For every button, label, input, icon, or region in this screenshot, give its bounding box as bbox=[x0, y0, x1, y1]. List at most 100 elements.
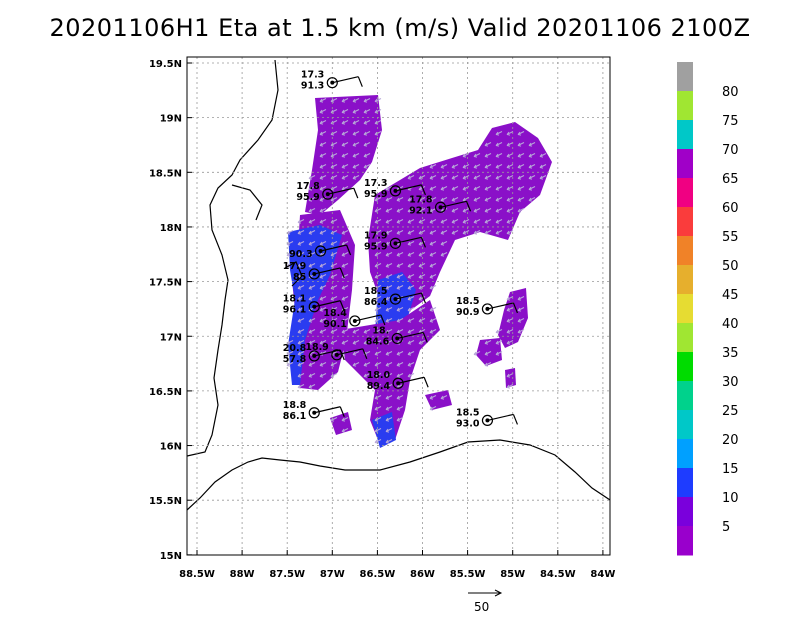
station-marker: 17.395.9 bbox=[364, 178, 426, 200]
station-marker: 17.995.9 bbox=[364, 230, 426, 252]
colorbar-label: 70 bbox=[722, 143, 739, 158]
station-marker: 18.586.4 bbox=[364, 286, 426, 308]
station-value-bottom: 89.4 bbox=[367, 381, 391, 392]
station-value-bottom: 57.8 bbox=[283, 354, 307, 365]
station-marker: 90.3 bbox=[289, 244, 352, 260]
station-value-top: 18.5 bbox=[456, 296, 479, 307]
station-marker: 18.196.1 bbox=[283, 294, 345, 316]
station-value-top: 17.8 bbox=[296, 181, 320, 192]
station-value-top: 18.5 bbox=[364, 286, 387, 297]
station-markers: 17.391.317.895.917.395.9 17.892.117.995.9… bbox=[283, 70, 519, 429]
wind-region-spot-c bbox=[330, 412, 352, 435]
station-marker: 17.895.9 bbox=[296, 181, 359, 203]
station-marker: 17.985 bbox=[283, 261, 345, 283]
lon-tick-label: 88.5W bbox=[179, 569, 215, 580]
map-title: 20201106H1 Eta at 1.5 km (m/s) Valid 202… bbox=[49, 14, 751, 42]
lat-lon-grid bbox=[187, 57, 610, 556]
station-value-bottom: 90.9 bbox=[456, 307, 479, 318]
station-value-bottom: 90.1 bbox=[323, 319, 346, 330]
colorbar-swatch bbox=[677, 207, 693, 237]
lon-tick-label: 87.5W bbox=[269, 569, 305, 580]
station-value-bottom: 85 bbox=[293, 272, 306, 283]
colorbar-label: 40 bbox=[722, 317, 739, 332]
station-value-top: 18.9 bbox=[305, 342, 328, 353]
station-value-bottom: 93.0 bbox=[456, 418, 480, 429]
colorbar-swatch bbox=[677, 323, 693, 353]
reference-vector bbox=[468, 589, 503, 597]
colorbar-swatch bbox=[677, 439, 693, 469]
lat-tick-label: 17N bbox=[160, 332, 182, 343]
station-value-top: 20.8 bbox=[283, 343, 307, 354]
colorbar-swatch bbox=[677, 526, 693, 556]
lat-tick-label: 17.5N bbox=[149, 278, 182, 289]
colorbar-label: 30 bbox=[722, 375, 739, 390]
colorbar-swatch bbox=[677, 236, 693, 266]
colorbar-swatch bbox=[677, 178, 693, 208]
station-value-top: 18.5 bbox=[456, 407, 479, 418]
wind-region-spot-a bbox=[425, 390, 452, 410]
station-value-top: 18.4 bbox=[323, 308, 347, 319]
lat-tick-label: 19N bbox=[160, 114, 182, 125]
station-value-bottom: 84.6 bbox=[366, 336, 390, 347]
colorbar-label: 20 bbox=[722, 433, 739, 448]
station-value-top: 17.9 bbox=[364, 230, 387, 241]
colorbar-swatch bbox=[677, 381, 693, 411]
station-value-top: 18. bbox=[372, 325, 389, 336]
station-marker: 18.84.6 bbox=[366, 325, 428, 347]
lon-tick-label: 86.5W bbox=[360, 569, 396, 580]
station-value-top: 17.3 bbox=[364, 178, 387, 189]
lon-tick-label: 86W bbox=[410, 569, 435, 580]
station-marker: 18.593.0 bbox=[456, 407, 519, 429]
station-marker: 18.089.4 bbox=[367, 370, 429, 392]
colorbar-label: 55 bbox=[722, 230, 739, 245]
colorbar-swatch bbox=[677, 294, 693, 324]
lat-tick-label: 15.5N bbox=[149, 496, 182, 507]
station-value-top: 17.3 bbox=[301, 70, 324, 81]
station-value-bottom: 86.4 bbox=[364, 297, 388, 308]
station-value-bottom: 90.3 bbox=[289, 249, 312, 260]
colorbar-label: 50 bbox=[722, 259, 739, 274]
lon-tick-label: 84W bbox=[590, 569, 615, 580]
station-value-bottom: 91.3 bbox=[301, 81, 324, 92]
colorbar-label: 75 bbox=[722, 114, 739, 129]
colorbar: 80 75 70 65 60 55 50 45 40 35 30 25 20 15 10 5 bbox=[677, 62, 739, 556]
station-value-top: 17.9 bbox=[283, 261, 306, 272]
colorbar-label: 65 bbox=[722, 172, 739, 187]
station-value-top: 17.8 bbox=[409, 194, 433, 205]
colorbar-label: 15 bbox=[722, 462, 739, 477]
colorbar-swatch bbox=[677, 265, 693, 295]
colorbar-label: 25 bbox=[722, 404, 739, 419]
colorbar-swatch bbox=[677, 149, 693, 179]
plot-frame bbox=[186, 56, 611, 556]
axis-ticks: 19.5N 19N 18.5N 18N 17.5N 17N 16.5N 16N 15.5N 15N… bbox=[149, 59, 615, 580]
colorbar-swatch bbox=[677, 62, 693, 92]
lon-tick-label: 88W bbox=[230, 569, 255, 580]
station-marker: 18.590.9 bbox=[456, 296, 519, 318]
station-value-bottom: 95.9 bbox=[364, 189, 387, 200]
station-marker: 17.892.1 bbox=[409, 194, 472, 216]
colorbar-swatch bbox=[677, 497, 693, 527]
station-marker: 18.490.1 bbox=[323, 308, 386, 330]
colorbar-label: 80 bbox=[722, 85, 739, 100]
station-value-bottom: 95.9 bbox=[364, 241, 387, 252]
lat-tick-label: 16N bbox=[160, 442, 182, 453]
wind-region-northeast bbox=[368, 122, 552, 318]
station-marker: 18.9 bbox=[305, 342, 368, 361]
lat-tick-label: 15N bbox=[160, 551, 182, 562]
lat-tick-label: 19.5N bbox=[149, 59, 182, 70]
colorbar-label: 5 bbox=[722, 520, 730, 535]
lat-tick-label: 18.5N bbox=[149, 168, 182, 179]
lat-tick-label: 16.5N bbox=[149, 387, 182, 398]
colorbar-swatch bbox=[677, 410, 693, 440]
station-value-bottom: 86.1 bbox=[283, 411, 306, 422]
colorbar-label: 60 bbox=[722, 201, 739, 216]
wind-region-spot-b bbox=[505, 368, 516, 388]
station-value-top: 18.0 bbox=[367, 370, 391, 381]
lon-tick-label: 85W bbox=[500, 569, 525, 580]
colorbar-label: 35 bbox=[722, 346, 739, 361]
wind-region-south bbox=[340, 300, 440, 445]
station-value-bottom: 95.9 bbox=[296, 192, 319, 203]
lat-tick-label: 18N bbox=[160, 223, 182, 234]
station-value-bottom: 92.1 bbox=[409, 205, 432, 216]
